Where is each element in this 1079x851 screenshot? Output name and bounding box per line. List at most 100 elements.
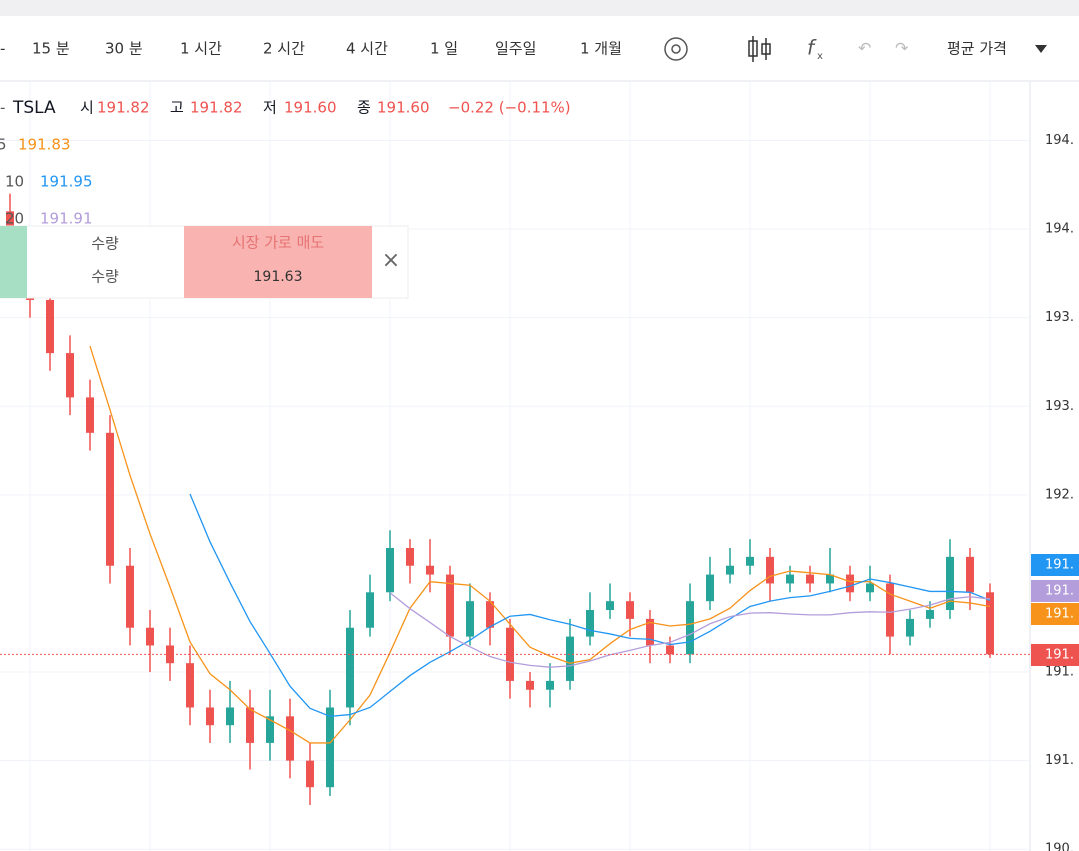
dropdown-arrow xyxy=(1035,45,1047,53)
price-badge xyxy=(1031,554,1079,576)
candle-body xyxy=(586,610,594,637)
price-badge-label: 191. xyxy=(1045,584,1074,599)
moving-average xyxy=(189,493,991,717)
candle-body xyxy=(946,556,954,611)
candle-body xyxy=(266,716,274,743)
candle-body xyxy=(526,680,534,690)
y-tick-label: 191. xyxy=(1045,753,1074,768)
open-value: 191.82 xyxy=(97,99,150,117)
candle-body xyxy=(566,636,574,681)
price-badge xyxy=(1031,603,1079,625)
candle-body xyxy=(366,592,374,628)
candle-body xyxy=(546,680,554,690)
order-panel: 수량 수량 시장 가로 매도 191.63 × xyxy=(0,225,409,299)
ma-value: 191.91 xyxy=(40,210,93,228)
y-tick-label: 192. xyxy=(1045,487,1074,502)
y-tick-label: 193. xyxy=(1045,399,1074,414)
candle-body xyxy=(826,574,834,584)
candle-body xyxy=(226,707,234,726)
interval-button[interactable]: 4 시간 xyxy=(346,40,388,58)
redo-icon[interactable]: ↷ xyxy=(895,39,909,58)
candle-body xyxy=(706,574,714,602)
open-label: 시 xyxy=(80,99,94,117)
candle-body xyxy=(146,627,154,646)
candle-body xyxy=(46,299,54,354)
candle-body xyxy=(86,397,94,433)
interval-button[interactable]: 1 일 xyxy=(430,40,458,58)
candle-body xyxy=(966,556,974,593)
y-tick-label: 191. xyxy=(1045,665,1074,680)
interval-button[interactable]: 15 분 xyxy=(32,40,70,58)
candle-body xyxy=(346,627,354,708)
candle-body xyxy=(866,583,874,593)
sell-button[interactable] xyxy=(184,226,372,298)
close-label: 종 xyxy=(357,99,371,117)
qty-label: 수량 xyxy=(91,268,119,286)
candle-body xyxy=(766,556,774,584)
indicator-icon-x: x xyxy=(817,51,823,62)
candle-body xyxy=(426,565,434,575)
ma-value: 191.95 xyxy=(40,173,93,191)
candle-body xyxy=(686,601,694,655)
candle-body xyxy=(306,760,314,788)
change: −0.22 (−0.11%) xyxy=(448,99,571,117)
ma-period: 10 xyxy=(5,173,24,191)
candle-body xyxy=(246,707,254,743)
candle-body xyxy=(66,353,74,398)
price-badge-label: 191. xyxy=(1045,648,1074,663)
candle-body xyxy=(406,548,414,566)
ma-period: 20 xyxy=(5,210,24,228)
sell-price: 191.63 xyxy=(254,269,303,285)
undo-icon[interactable]: ↶ xyxy=(858,39,871,58)
header-dash: - xyxy=(0,99,5,117)
chart-type-icon[interactable] xyxy=(748,36,771,62)
settings-icon[interactable] xyxy=(664,37,688,61)
price-type[interactable]: 평균 가격 xyxy=(947,40,1007,58)
low-value: 191.60 xyxy=(284,99,337,117)
candle-body xyxy=(486,601,494,628)
top-strip xyxy=(0,0,1079,16)
candle-body xyxy=(606,601,614,611)
candle-body xyxy=(786,574,794,584)
candle-body xyxy=(286,716,294,761)
qty-label: 수량 xyxy=(91,235,119,253)
candle-body xyxy=(726,565,734,575)
interval-button[interactable]: 일주일 xyxy=(495,40,536,58)
indicator-icon[interactable]: f xyxy=(807,36,817,60)
ma-period: 5 xyxy=(0,136,7,154)
y-tick-label: 193. xyxy=(1045,310,1074,325)
candle-body xyxy=(906,618,914,637)
candle-body xyxy=(186,663,194,708)
candle-body xyxy=(126,565,134,628)
moving-average xyxy=(89,345,991,744)
candle-body xyxy=(986,592,994,655)
high-value: 191.82 xyxy=(190,99,243,117)
candle-body xyxy=(806,574,814,584)
y-tick-label: 194. xyxy=(1045,133,1074,148)
candle-body xyxy=(666,645,674,655)
moving-average xyxy=(389,592,991,668)
toolbar-edge: - xyxy=(0,40,5,58)
price-badge-label: 191. xyxy=(1045,607,1074,622)
interval-button[interactable]: 1 개월 xyxy=(580,40,622,58)
low-label: 저 xyxy=(263,99,277,117)
candle-body xyxy=(646,618,654,646)
ma-value: 191.83 xyxy=(18,136,71,154)
interval-button[interactable]: 2 시간 xyxy=(263,40,305,58)
candle-body xyxy=(446,574,454,637)
candle-body xyxy=(106,432,114,566)
sell-label: 시장 가로 매도 xyxy=(232,234,325,252)
buy-button[interactable] xyxy=(0,226,27,298)
price-badge xyxy=(1031,644,1079,666)
interval-button[interactable]: 30 분 xyxy=(105,40,143,58)
close-button[interactable]: × xyxy=(382,248,400,273)
interval-button[interactable]: 1 시간 xyxy=(180,40,222,58)
price-badge-label: 191. xyxy=(1045,558,1074,573)
candle-body xyxy=(926,610,934,619)
high-label: 고 xyxy=(170,99,184,117)
close-value: 191.60 xyxy=(377,99,430,117)
price-badge xyxy=(1031,580,1079,602)
candle-body xyxy=(466,601,474,637)
symbol: TSLA xyxy=(12,98,56,118)
